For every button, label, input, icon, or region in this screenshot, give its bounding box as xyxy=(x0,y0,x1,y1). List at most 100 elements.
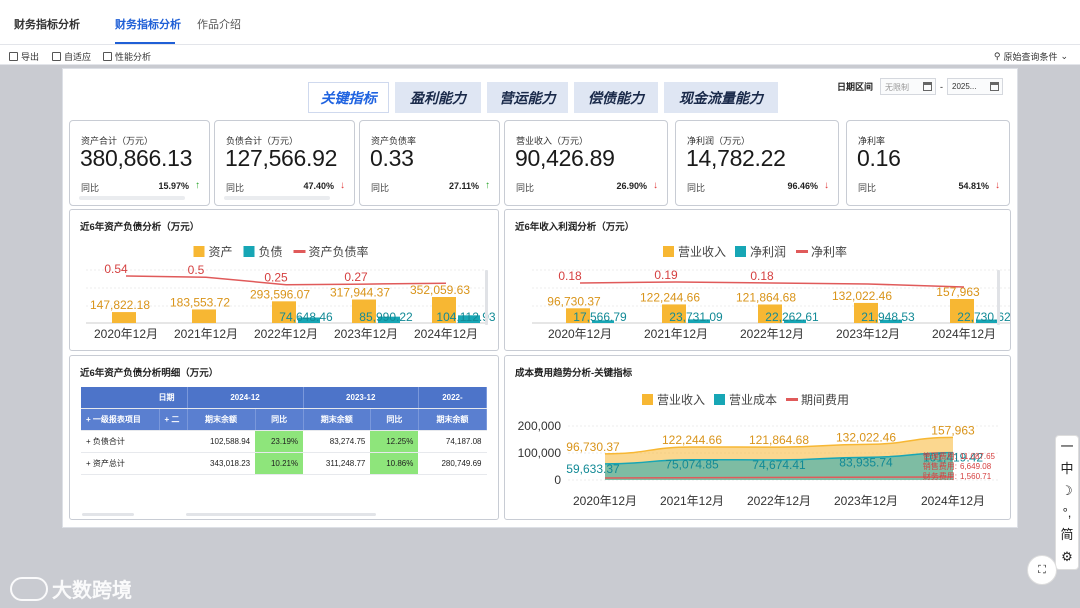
kpi-yoy-value: 96.46% xyxy=(787,181,818,191)
annotation-value: 11,087.65 xyxy=(960,452,996,461)
panel-title: 近6年资产负债分析明细（万元） xyxy=(80,368,219,379)
kpi-card-revenue[interactable]: 营业收入（万元） 90,426.89 同比 26.90% ↓ xyxy=(504,120,668,206)
x-tick-label: 2022年12月 xyxy=(254,327,318,341)
asset-debt-chart-panel: 近6年资产负债分析（万元） 资产 负债 资产负债率 147,822.18 2020年12… xyxy=(69,209,499,351)
revenue-profit-chart-panel: 近6年收入利润分析（万元） 营业收入 净利润 净利率 96,730.37 17,566.… xyxy=(504,209,1011,351)
bar-负债 xyxy=(298,317,320,323)
subject-header[interactable]: + 一级报表项目 xyxy=(81,408,160,431)
cost-trend-chart: 营业收入 营业成本 期间费用 200,000 100,000 0 2020年12月 2021年… xyxy=(518,393,1000,508)
tab-operating[interactable]: 营运能力 xyxy=(487,82,568,113)
legend-label: 营业收入 xyxy=(657,393,705,407)
ime-settings-icon[interactable]: ⚙ xyxy=(1061,549,1073,564)
x-tick-label: 2024年12月 xyxy=(921,494,985,508)
fullscreen-icon: ⛶ xyxy=(1038,563,1046,576)
arrow-up-icon: ↑ xyxy=(485,180,490,191)
bar-营业收入 xyxy=(950,299,974,323)
kpi-card-net-margin[interactable]: 净利率 0.16 同比 54.81% ↓ xyxy=(846,120,1010,206)
legend-swatch xyxy=(642,394,653,405)
x-tick-label: 2020年12月 xyxy=(548,327,612,341)
start-date-input[interactable]: 无限制 xyxy=(880,78,936,95)
kpi-title: 净利润（万元） xyxy=(687,136,751,146)
x-tick-label: 2021年12月 xyxy=(174,327,238,341)
arrow-down-icon: ↓ xyxy=(824,180,829,191)
column-header: 同比 xyxy=(255,408,304,431)
bar-资产 xyxy=(352,299,376,323)
legend-label: 净利润 xyxy=(750,245,786,259)
kpi-card-debt-ratio[interactable]: 资产负债率 0.33 同比 27.11% ↑ xyxy=(359,120,500,206)
kpi-value: 380,866.13 xyxy=(80,145,193,171)
kpi-value: 0.16 xyxy=(857,145,901,171)
kpi-yoy-value: 27.11% xyxy=(448,181,479,191)
x-tick-label: 2021年12月 xyxy=(660,494,724,508)
bar-净利润 xyxy=(592,320,614,323)
row-label[interactable]: + 负债合计 xyxy=(81,430,187,453)
period-header[interactable]: 2023-12 xyxy=(303,387,419,409)
kpi-yoy-label: 同比 xyxy=(81,183,100,193)
table-cell: 102,588.94 xyxy=(187,430,256,453)
end-date-value: 2025... xyxy=(952,82,977,91)
ime-toolbar: 一 中 ☽ °, 简 ⚙ xyxy=(1055,435,1079,570)
kpi-yoy-value: 47.40% xyxy=(303,181,334,191)
row-label[interactable]: + 资产总计 xyxy=(81,452,187,475)
period-header[interactable]: 2022- xyxy=(418,387,488,409)
bar-营业收入 xyxy=(758,304,782,323)
arrow-up-icon: ↑ xyxy=(195,180,200,191)
ime-moon-icon[interactable]: ☽ xyxy=(1061,483,1073,498)
line-营业收入 xyxy=(604,436,954,455)
table-row[interactable]: + 负债合计 102,588.94 23.19% 83,274.75 12.25… xyxy=(81,430,487,453)
tab-solvency[interactable]: 偿债能力 xyxy=(574,82,658,113)
line-期间费用 xyxy=(604,476,954,479)
tab-financial-analysis[interactable]: 财务指标分析 xyxy=(115,19,181,31)
ime-punctuation-icon[interactable]: °, xyxy=(1062,505,1072,520)
bar-净利润 xyxy=(880,319,902,323)
tab-key-indicators[interactable]: 关键指标 xyxy=(308,82,389,113)
table-row[interactable]: + 资产总计 343,018.23 10.21% 311,248.77 10.8… xyxy=(81,452,487,475)
data-label: 104,112.93 xyxy=(436,310,495,324)
period-header[interactable]: 2024-12 xyxy=(187,387,304,409)
horizontal-scrollbar-left[interactable] xyxy=(82,513,134,516)
data-label: 132,022.46 xyxy=(832,289,892,303)
tab-profitability[interactable]: 盈利能力 xyxy=(395,82,481,113)
date-separator: - xyxy=(940,81,943,92)
fullscreen-button[interactable]: ⛶ xyxy=(1027,555,1057,585)
panel-title: 近6年收入利润分析（万元） xyxy=(515,222,635,233)
performance-button[interactable]: 性能分析 xyxy=(103,50,151,63)
legend-swatch xyxy=(663,246,674,257)
detail-table-panel: 近6年资产负债分析明细（万元） 日期 2024-12 2023-12 2022-… xyxy=(69,355,499,520)
kpi-title: 资产负债率 xyxy=(371,136,417,146)
end-date-input[interactable]: 2025... xyxy=(947,78,1003,95)
kpi-title: 营业收入（万元） xyxy=(516,136,589,146)
data-label: 122,244.66 xyxy=(662,433,722,447)
table-cell: 23.19% xyxy=(255,430,304,453)
fit-button[interactable]: 自适应 xyxy=(52,50,91,63)
panel-title: 成本费用趋势分析-关键指标 xyxy=(515,368,633,379)
x-tick-label: 2020年12月 xyxy=(573,494,637,508)
second-level-header[interactable]: + 二 xyxy=(159,408,188,431)
line-data-label: 0.19 xyxy=(654,268,678,282)
indicator-tabs: 关键指标 盈利能力 营运能力 偿债能力 现金流量能力 xyxy=(308,82,778,113)
ime-collapse-icon[interactable]: 一 xyxy=(1060,439,1074,454)
data-label: 121,864.68 xyxy=(749,433,809,447)
legend-swatch xyxy=(786,398,798,401)
horizontal-scrollbar[interactable] xyxy=(186,513,376,516)
tab-work-intro[interactable]: 作品介绍 xyxy=(197,19,241,31)
legend-label: 负债 xyxy=(259,245,283,259)
tab-cash-flow[interactable]: 现金流量能力 xyxy=(664,82,778,113)
export-button[interactable]: 导出 xyxy=(9,50,39,63)
kpi-card-net-profit[interactable]: 净利润（万元） 14,782.22 同比 96.46% ↓ xyxy=(675,120,839,206)
query-conditions-button[interactable]: ⚲ 原始查询条件 ⌄ xyxy=(994,50,1068,63)
data-label: 23,731.09 xyxy=(669,310,723,324)
ime-simplified-mode[interactable]: 简 xyxy=(1060,527,1074,542)
line-data-label: 0.5 xyxy=(188,263,205,277)
ime-chinese-mode[interactable]: 中 xyxy=(1060,461,1074,476)
kpi-yoy-label: 同比 xyxy=(687,183,706,193)
top-navigation: 财务指标分析 财务指标分析 作品介绍 xyxy=(0,0,1080,45)
legend-swatch xyxy=(193,246,205,257)
annotation-label: 财务费用: xyxy=(923,471,957,481)
y-tick-label: 0 xyxy=(554,473,561,487)
kpi-card-total-assets[interactable]: 资产合计（万元） 380,866.13 同比 15.97% ↑ xyxy=(69,120,210,206)
kpi-card-total-liabilities[interactable]: 负债合计（万元） 127,566.92 同比 47.40% ↓ xyxy=(214,120,355,206)
x-tick-label: 2021年12月 xyxy=(644,327,708,341)
column-header: 期末余额 xyxy=(418,408,488,431)
panel-title: 近6年资产负债分析（万元） xyxy=(80,222,200,233)
